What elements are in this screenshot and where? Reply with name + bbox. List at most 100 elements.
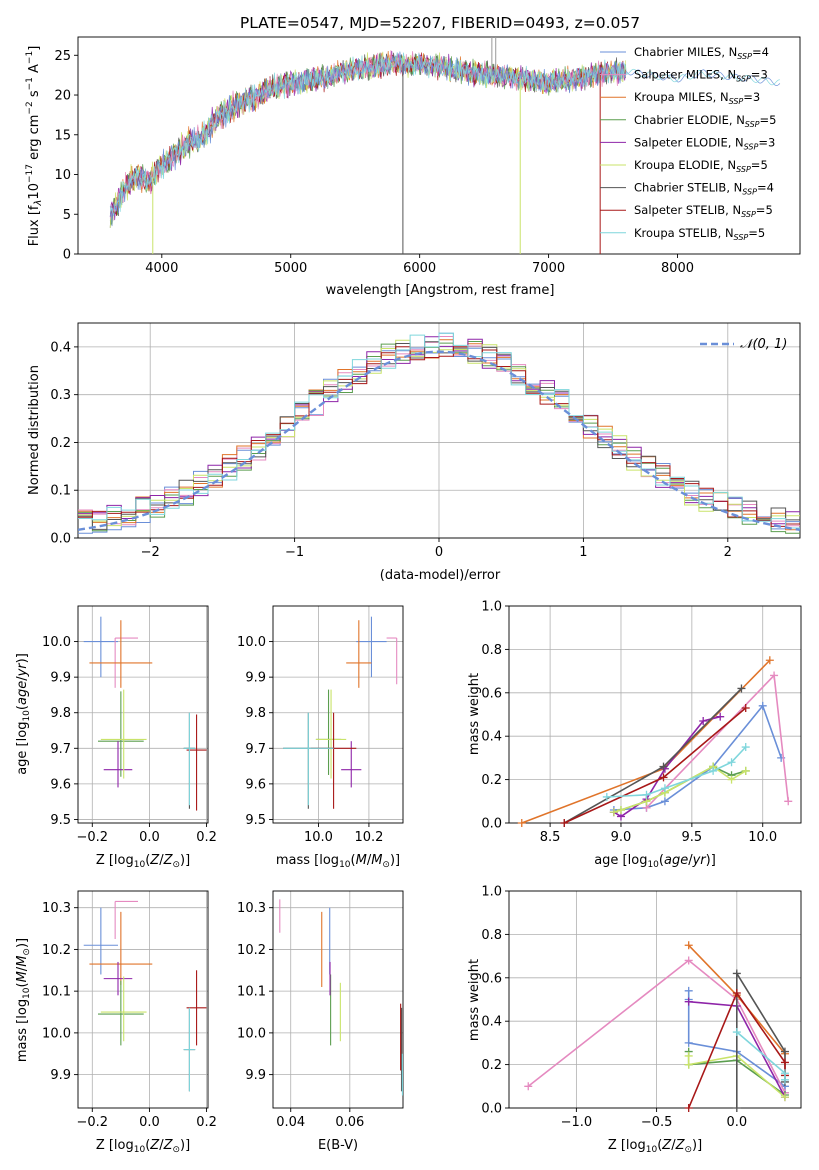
zw-marker [684, 956, 693, 965]
agew-xtick-label: 8.5 [540, 830, 561, 845]
spectrum-frame [77, 36, 801, 255]
legend-sub: SSP [741, 210, 756, 219]
ebv-points [279, 899, 403, 1096]
hist-step [78, 332, 800, 529]
spectrum-xtick-label: 4000 [145, 261, 178, 276]
agew-xlabel-part: 10 [647, 860, 659, 870]
mage-ytick-label: 9.8 [245, 706, 266, 721]
legend-entry: Salpeter ELODIE, NSSP=3 [634, 135, 775, 151]
spectrum-xtick-label: 5000 [274, 261, 307, 276]
zage-xlabel-part: ⊙ [172, 860, 180, 870]
zw-ylabel: mass weight [467, 959, 482, 1041]
legend-sep: , [713, 90, 720, 104]
legend-n: N [720, 90, 729, 104]
zw-xlabel-part: ( [657, 1138, 662, 1153]
errorbar-point [183, 712, 196, 806]
errorbar-point [283, 712, 334, 806]
mage-xtick-label: 10.0 [304, 830, 333, 845]
errorbar-point [386, 637, 398, 685]
ylabel-part: 10 [27, 183, 42, 200]
zmass-xlabel-part: Z [log [96, 1138, 134, 1153]
agew-xlabel-part: / [688, 853, 693, 868]
agew-marker [758, 701, 767, 710]
zw-marker [684, 1060, 693, 1069]
ebv-frame [272, 890, 404, 1109]
agew-marker [741, 743, 750, 752]
legend-eq: = [743, 90, 753, 104]
ylabel-part: −17 [25, 164, 35, 183]
zw-xlabel-part: Z [log [608, 1138, 646, 1153]
errorbar-point [315, 689, 342, 775]
legend-nssp: 5 [760, 158, 767, 172]
legend-sub: SSP [736, 75, 751, 84]
mage-xlabel-part: ⊙ [382, 860, 390, 870]
agew-marker [602, 792, 611, 801]
spectrum-xlabel: wavelength [Angstrom, rest frame] [326, 283, 555, 298]
errorbar-point [183, 1007, 196, 1092]
agew-xlabel-part: ( [659, 853, 664, 868]
mage-xlabel: mass [log10(M/M⊙)] [276, 853, 400, 870]
hist-axes: −2 −1 0 1 2 0.0 0.1 0.2 0.3 0.4 [50, 322, 801, 560]
spectrum-xtick-label: 7000 [532, 261, 565, 276]
zage-ytick-label: 9.8 [50, 706, 71, 721]
zage-ytick-label: 9.5 [50, 813, 71, 828]
agew-xtick-label: 9.0 [611, 830, 632, 845]
agew-marker [709, 766, 718, 775]
zmass-ylabel-part: ⊙ [22, 948, 32, 956]
agew-series [517, 656, 793, 827]
spectrum-ylabel: Flux [fλ10−17 erg cm−2 s−1 A−1] [25, 46, 44, 247]
zw-marker [732, 969, 741, 978]
zmass-xtick-label: 0.2 [196, 1115, 217, 1130]
zw-ytick-label: 0.4 [481, 1015, 502, 1030]
agew-marker [517, 819, 526, 827]
zage-axes: −0.2 0.0 0.2 9.5 9.6 9.7 9.8 9.9 10.0 [42, 605, 217, 845]
errorbar-point [89, 911, 153, 985]
legend-entry: Kroupa STELIB, NSSP=5 [634, 226, 765, 242]
zw-frame [508, 890, 802, 1109]
zmass-ylabel-part: / [15, 966, 30, 971]
zw-marker [684, 986, 693, 995]
mage-frame [272, 605, 404, 824]
agew-xlabel-part: age [664, 853, 688, 868]
hist-ytick-label: 0.2 [50, 436, 71, 451]
ebv-ytick-label: 10.3 [237, 901, 266, 916]
agew-marker [727, 758, 736, 767]
agew-marker [609, 808, 618, 817]
errorbar-point [310, 712, 357, 809]
ylabel-part: Flux [f [27, 205, 42, 246]
legend-label: Salpeter ELODIE [634, 135, 728, 149]
hist-ytick-label: 0.4 [50, 340, 71, 355]
agew-marker [770, 671, 779, 680]
zage-ylabel-part: age [15, 681, 30, 705]
mage-axes: 10.0 10.2 9.5 9.6 9.7 9.8 9.9 10.0 [237, 605, 404, 845]
errorbar-point [103, 741, 133, 788]
zage-ytick-label: 9.7 [50, 742, 71, 757]
ebv-xlabel: E(B-V) [318, 1138, 358, 1153]
mage-points [283, 616, 398, 809]
legend-sub: SSP [736, 165, 751, 174]
mage-xlabel-part: mass [log [276, 853, 339, 868]
spectrum-ytick-label: 5 [63, 208, 71, 223]
zage-frame [77, 605, 209, 824]
hist-legend-label: 𝒩(0, 1) [740, 337, 787, 352]
agew-marker [716, 712, 725, 721]
zage-ylabel-part: )] [15, 653, 30, 663]
errorbar-point [356, 616, 387, 678]
hist-xtick-label: 2 [724, 545, 732, 560]
legend-nssp: 4 [762, 45, 769, 59]
agew-ytick-label: 0.8 [481, 643, 502, 658]
legend-eq: = [756, 203, 766, 217]
ylabel-part: −1 [25, 77, 35, 90]
agew-marker [727, 775, 736, 784]
mage-ytick-label: 9.6 [245, 777, 266, 792]
agew-ytick-label: 0.0 [481, 817, 502, 832]
zage-xlabel-part: / [159, 853, 164, 868]
spectrum-series-8 [109, 52, 780, 217]
zage-xlabel: Z [log10(Z/Z⊙)] [96, 853, 190, 870]
zmass-ytick-label: 10.0 [42, 1026, 71, 1041]
mage-xlabel-part: / [367, 853, 372, 868]
zage-xtick-label: 0.0 [139, 830, 160, 845]
hist-series [78, 332, 800, 534]
zw-marker [780, 1058, 789, 1067]
errorbar-point [83, 907, 118, 975]
